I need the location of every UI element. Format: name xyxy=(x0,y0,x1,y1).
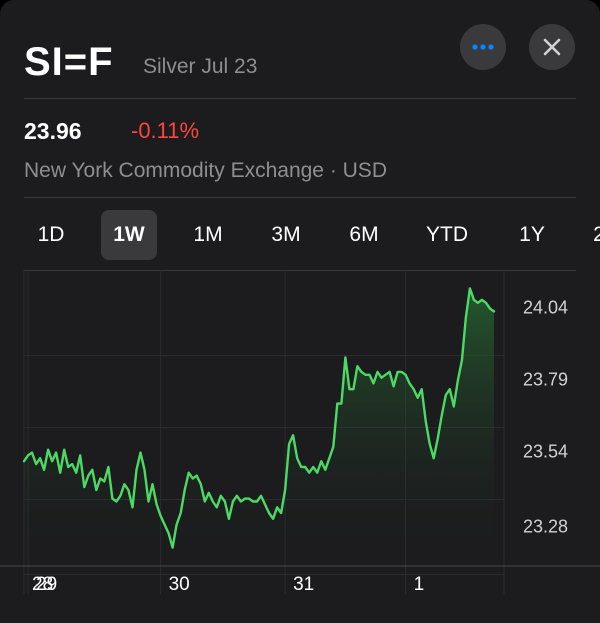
y-tick-label: 24.04 xyxy=(523,298,568,318)
x-tick-label: 29 xyxy=(36,574,57,595)
range-tab-3m[interactable]: 3M xyxy=(271,223,301,246)
range-tab-more[interactable]: 2 xyxy=(593,223,600,246)
ellipsis-icon xyxy=(472,44,494,50)
exchange-currency-label: New York Commodity Exchange · USD xyxy=(24,159,387,182)
y-tick-label: 23.79 xyxy=(523,370,568,390)
y-tick-label: 23.28 xyxy=(523,517,568,537)
x-tick-label: 28 xyxy=(32,574,53,595)
range-tab-6m[interactable]: 6M xyxy=(349,223,379,246)
price-area-fill xyxy=(24,288,494,566)
x-tick-label: 30 xyxy=(169,574,190,595)
y-axis-labels: 24.04 23.79 23.54 23.28 xyxy=(523,298,568,537)
header-divider xyxy=(24,98,576,99)
x-tick-label: 1 xyxy=(414,574,425,595)
range-divider xyxy=(24,270,576,271)
range-tab-1y[interactable]: 1Y xyxy=(519,223,545,246)
instrument-name: Silver Jul 23 xyxy=(143,55,258,78)
range-tab-1w[interactable]: 1W xyxy=(101,210,157,260)
time-range-selector: 1D 1W 1M 3M 6M YTD 1Y 2 xyxy=(0,210,600,262)
range-tab-ytd[interactable]: YTD xyxy=(426,223,468,246)
price-change-percent: -0.11% xyxy=(131,118,200,143)
price-line xyxy=(22,287,496,549)
ticker-symbol: SI=F xyxy=(24,40,114,84)
close-icon xyxy=(543,38,561,56)
range-tab-1m[interactable]: 1M xyxy=(193,223,223,246)
x-tick-label: 31 xyxy=(293,574,314,595)
range-tab-1d[interactable]: 1D xyxy=(37,223,65,246)
y-tick-label: 23.54 xyxy=(523,442,568,462)
more-options-button[interactable] xyxy=(460,24,506,70)
current-price: 23.96 xyxy=(24,118,82,144)
close-button[interactable] xyxy=(529,24,575,70)
info-divider xyxy=(24,197,576,198)
